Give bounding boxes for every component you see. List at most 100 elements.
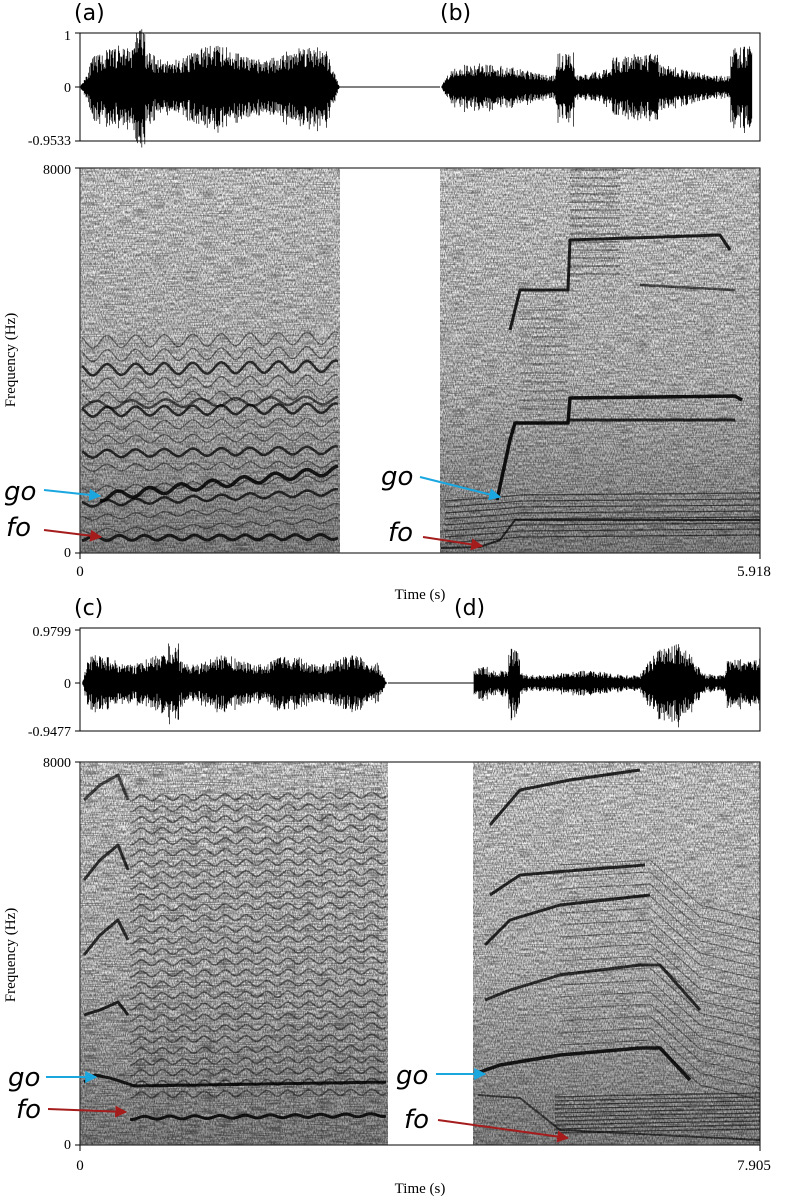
harmonic-d — [554, 1116, 760, 1122]
spectrogram-b — [440, 168, 760, 553]
harmonic-c — [129, 923, 387, 934]
harmonic-c — [129, 1077, 387, 1088]
harmonic-c — [129, 813, 387, 824]
harmonic-d — [559, 907, 760, 969]
go-ridge-a — [99, 464, 339, 503]
go-ridge-d — [479, 1046, 692, 1082]
harmonic-d — [559, 967, 760, 1029]
harmonic-d — [559, 919, 760, 981]
harmonic-c — [129, 956, 387, 967]
harmonic-c — [83, 1000, 130, 1017]
harmonic-c — [129, 1088, 387, 1099]
go-label-b: go — [381, 462, 413, 492]
go-label-a: go — [4, 477, 36, 507]
harmonic-d — [488, 768, 641, 826]
harmonic-b — [444, 498, 760, 508]
time-axis-2: 0 7.905 Time (s) — [76, 1145, 771, 1197]
wave-ytick-top: 1 — [64, 29, 71, 44]
harmonic-c — [129, 868, 387, 879]
harmonic-d — [483, 893, 651, 947]
fo-ridge-b — [440, 519, 760, 549]
xtick-start-1: 0 — [76, 564, 84, 580]
harmonic-d — [554, 1112, 760, 1118]
harmonic-c — [82, 843, 130, 881]
harmonic-c — [129, 901, 387, 912]
harmonic-a — [81, 487, 339, 508]
harmonic-a — [81, 517, 339, 535]
spectrogram-plot-2: 8000 0 Frequency (Hz) — [3, 756, 761, 1153]
fo-label-a: fo — [6, 513, 31, 543]
panel-label-b: (b) — [440, 1, 471, 26]
harmonic-b — [444, 504, 760, 514]
fo-ridge-d — [477, 1094, 760, 1141]
harmonic-d — [559, 883, 760, 945]
harmonic-d — [559, 871, 760, 933]
spectrogram-a — [80, 168, 340, 553]
spec-ytick-top-1: 8000 — [43, 163, 71, 178]
harmonic-d — [554, 1092, 760, 1098]
harmonic-c — [129, 934, 387, 945]
xtick-start-2: 0 — [76, 1158, 84, 1174]
harmonic-d — [554, 1120, 760, 1126]
harmonic-c — [82, 918, 130, 956]
harmonic-b — [444, 492, 760, 502]
harmonic-d — [559, 1027, 760, 1089]
harmonic-c — [129, 879, 387, 890]
harmonic-c — [82, 773, 130, 802]
spectrogram-c — [80, 762, 388, 1145]
harmonic-d — [559, 1039, 760, 1101]
harmonic-a — [81, 444, 339, 459]
xtick-end-2: 7.905 — [737, 1158, 771, 1174]
spec-ytick-bottom-1: 0 — [64, 546, 71, 561]
harmonic-a — [81, 359, 339, 377]
spec-ylabel-2: Frequency (Hz) — [3, 908, 19, 1003]
harmonic-d — [559, 1003, 760, 1065]
harmonic-d — [554, 1124, 760, 1130]
harmonic-c — [129, 912, 387, 923]
harmonic-b — [444, 510, 760, 520]
harmonic-c — [129, 791, 387, 802]
harmonic-d — [559, 979, 760, 1041]
harmonic-c — [129, 967, 387, 978]
harmonic-c — [129, 835, 387, 846]
harmonic-c — [129, 1022, 387, 1033]
harmonic-a — [81, 402, 339, 418]
fo-arrow-a — [43, 529, 103, 542]
fo-label-d: fo — [404, 1105, 429, 1135]
wave-ytick-top-2: 0.9799 — [33, 625, 72, 640]
spectrogram-plot-1: 8000 0 Frequency (Hz) — [3, 163, 761, 561]
annotations-1: go fo go fo — [4, 462, 502, 551]
harmonic-a — [81, 474, 339, 494]
harmonic-a — [81, 395, 339, 410]
annotations-2: go fo go fo — [8, 1061, 570, 1143]
waveform-plot-1: 1 0 -0.9533 — [28, 29, 761, 149]
wave-ytick-zero-2: 0 — [64, 677, 71, 692]
xlabel-1: Time (s) — [395, 587, 446, 603]
waveform-plot-2: 0.9799 0 -0.9477 — [28, 625, 761, 740]
xtick-end-1: 5.918 — [737, 564, 771, 580]
harmonic-c — [129, 1000, 387, 1011]
go-arrow-a — [43, 488, 102, 501]
go-label-c: go — [8, 1063, 40, 1093]
harmonic-c — [129, 846, 387, 857]
harmonic-a — [81, 331, 339, 349]
harmonic-d — [489, 863, 646, 897]
harmonic-c — [129, 1011, 387, 1022]
harmonic-a — [81, 431, 339, 445]
harmonic-c — [129, 945, 387, 956]
fo-ridge-a — [81, 533, 339, 542]
fo-label-b: fo — [388, 518, 413, 548]
spec-ytick-bottom-2: 0 — [64, 1138, 71, 1153]
harmonic-c — [129, 1033, 387, 1044]
harmonic-d — [559, 859, 760, 921]
harmonic-a — [81, 345, 339, 363]
harmonic-c — [129, 802, 387, 813]
harmonic-d — [554, 1108, 760, 1114]
harmonic-d — [484, 963, 702, 1011]
harmonic-d — [559, 895, 760, 957]
harmonic-b — [444, 516, 760, 526]
harmonic-b — [639, 283, 736, 292]
spec-ytick-top-2: 8000 — [43, 756, 71, 771]
wave-ytick-bottom: -0.9533 — [28, 134, 71, 149]
